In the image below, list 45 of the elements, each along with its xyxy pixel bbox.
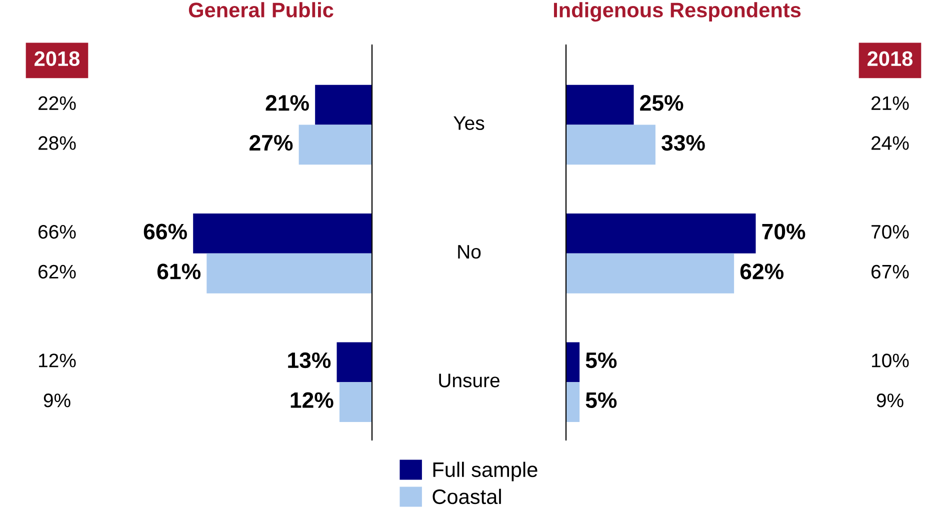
bar <box>566 84 634 125</box>
data-label: 21% <box>266 95 309 111</box>
text: 9% <box>44 393 70 408</box>
data-label: 33% <box>662 134 705 151</box>
bar <box>193 214 372 254</box>
text: 9% <box>876 393 904 408</box>
legend-label: Full sample <box>433 462 538 482</box>
data-label: 66% <box>144 224 187 240</box>
data-label: 12% <box>290 392 334 408</box>
text: 12% <box>39 354 76 368</box>
bar <box>336 342 372 382</box>
text: 2018 <box>34 51 80 66</box>
data-label: 13% <box>288 352 331 368</box>
data-label: 62% <box>740 264 784 280</box>
data-label: 5% <box>586 392 617 408</box>
bar <box>566 253 734 294</box>
y-tick-label: Yes <box>454 116 484 130</box>
y-tick-label: No <box>458 245 481 259</box>
bar <box>298 124 372 165</box>
bar <box>566 342 580 382</box>
chart-title: General Public <box>188 2 334 18</box>
text: 22% <box>38 96 76 110</box>
data-label: 70% <box>762 224 806 240</box>
text: 2018 <box>868 51 913 66</box>
text: 24% <box>872 136 909 150</box>
data-label: 5% <box>586 352 617 368</box>
data-label: 61% <box>157 264 201 280</box>
bar <box>315 84 372 125</box>
text: 70% <box>872 224 909 239</box>
bar <box>566 382 580 422</box>
text: 21% <box>872 96 909 110</box>
text: 67% <box>872 264 909 279</box>
data-label: 25% <box>640 95 684 111</box>
bar <box>566 124 656 165</box>
text: 62% <box>38 264 76 279</box>
text: 28% <box>38 136 76 150</box>
bar <box>206 253 372 294</box>
y-tick-label: Unsure <box>439 374 500 388</box>
text: 10% <box>872 354 909 368</box>
legend-label: Coastal <box>432 488 501 504</box>
data-label: 27% <box>250 134 293 151</box>
bar <box>566 214 756 254</box>
bar <box>339 382 372 422</box>
text: 66% <box>38 224 76 239</box>
chart-title: Indigenous Respondents <box>554 2 801 22</box>
